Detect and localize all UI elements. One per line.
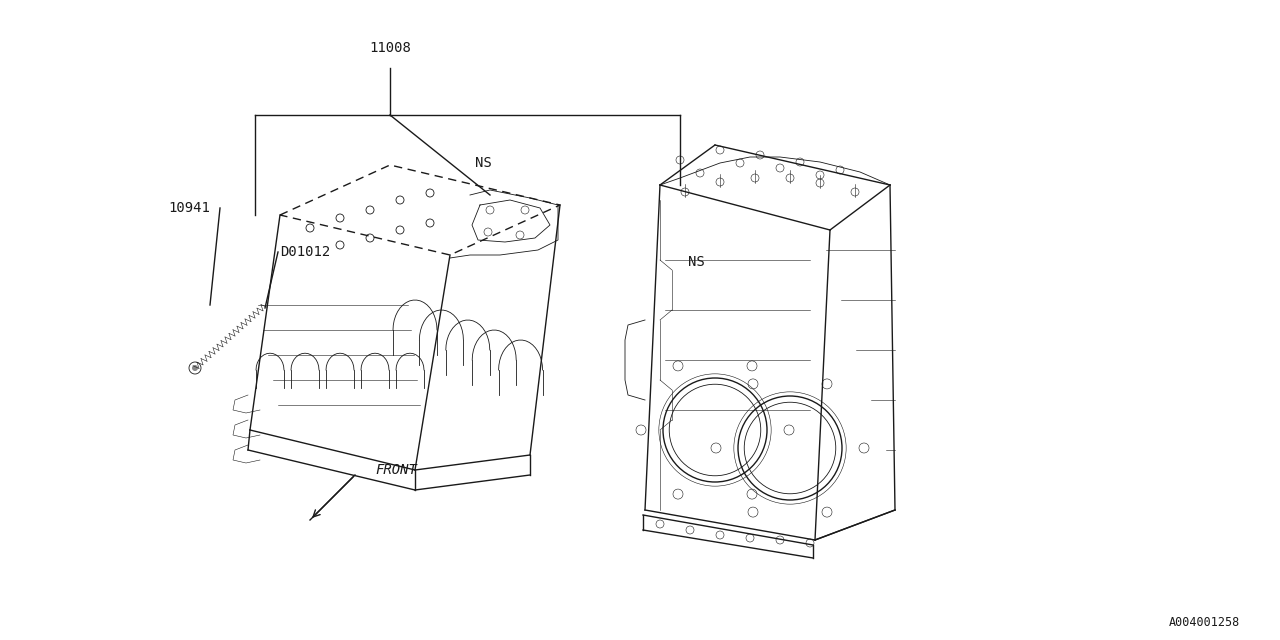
Text: 11008: 11008 <box>369 41 411 55</box>
Text: FRONT: FRONT <box>375 463 417 477</box>
Text: NS: NS <box>689 255 705 269</box>
Text: NS: NS <box>475 156 492 170</box>
Text: A004001258: A004001258 <box>1169 616 1240 628</box>
Circle shape <box>192 365 198 371</box>
Text: 10941: 10941 <box>168 201 210 215</box>
Text: D01012: D01012 <box>280 245 330 259</box>
